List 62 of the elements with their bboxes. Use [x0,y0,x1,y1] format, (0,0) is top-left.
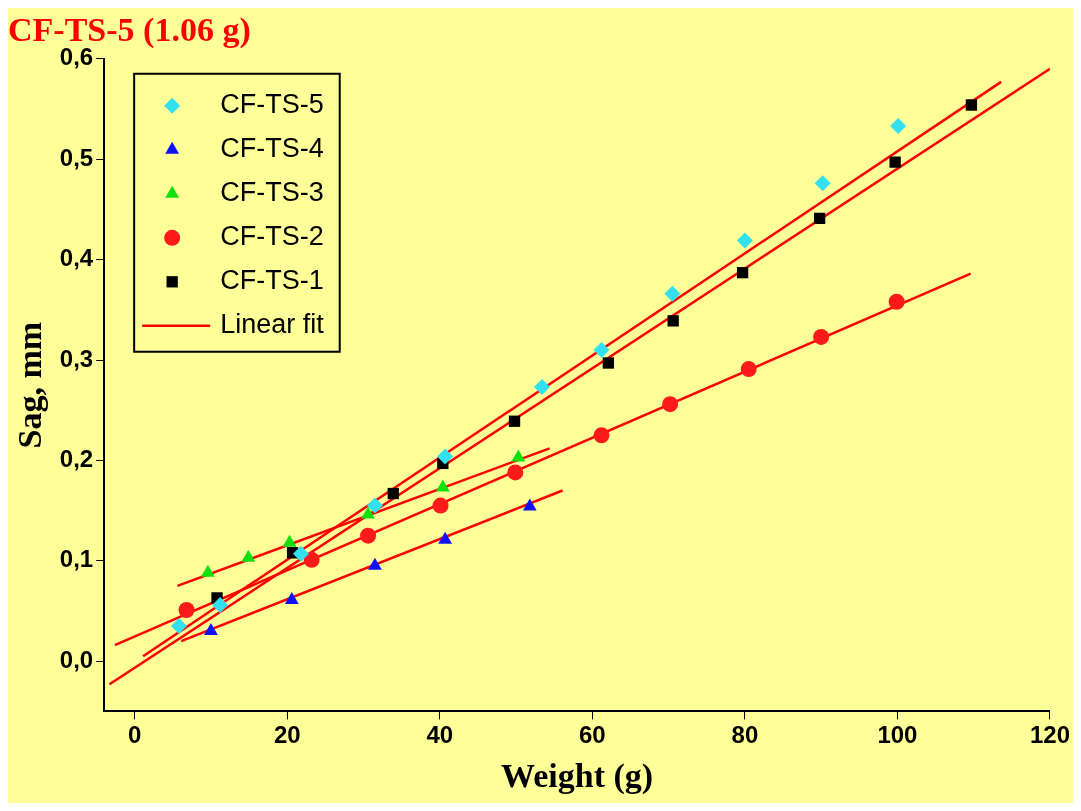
point [435,479,450,492]
legend-label: CF-TS-5 [220,89,324,120]
point [292,545,309,562]
x-tick-label: 80 [731,721,759,749]
point [890,118,907,135]
point [736,267,749,279]
point [736,232,753,249]
x-tick-label: 120 [1029,721,1070,749]
point [284,591,299,604]
point [664,285,681,302]
x-tick-label: 0 [127,721,142,749]
point [602,357,614,369]
y-tick-label: 0,5 [59,143,94,171]
x-tick-label: 100 [877,721,918,749]
point [361,506,375,519]
point [212,596,229,613]
point [888,293,905,310]
point [241,549,256,562]
point [368,557,382,570]
point [889,156,901,168]
point [511,449,526,462]
point [178,602,195,618]
point [438,531,453,544]
y-tick-label: 0,2 [59,445,94,473]
point [508,415,521,427]
point [303,551,320,568]
y-tick-label: 0,4 [59,244,94,272]
point [360,527,377,544]
legend-label: Linear fit [220,309,325,340]
point [813,212,826,225]
point [814,175,831,192]
y-tick-label: 0,0 [59,645,94,673]
point [740,361,757,378]
legend-label: CF-TS-3 [220,177,324,208]
legend-label: CF-TS-4 [220,133,324,164]
point [170,618,187,635]
point [200,564,215,577]
point [437,448,454,465]
point [387,487,399,500]
y-axis-title: Sag, mm [11,321,49,449]
x-tick-label: 40 [426,721,454,749]
point [593,341,610,358]
legend-label: CF-TS-2 [220,221,324,252]
point [432,497,449,514]
x-tick-label: 20 [273,721,301,749]
x-tick-label: 60 [578,721,606,749]
legend-label: CF-TS-1 [220,265,324,296]
point [507,464,524,481]
point [522,498,537,511]
point [813,328,830,345]
point [533,379,550,396]
point [667,315,679,327]
y-tick-label: 0,6 [59,43,94,71]
point [593,427,610,444]
y-tick-label: 0,1 [59,545,94,573]
point [965,99,978,111]
y-tick-label: 0,3 [59,344,94,372]
point [366,497,383,514]
point [662,396,679,413]
x-axis-title: Weight (g) [501,757,654,796]
point [282,534,297,547]
point [204,623,218,636]
